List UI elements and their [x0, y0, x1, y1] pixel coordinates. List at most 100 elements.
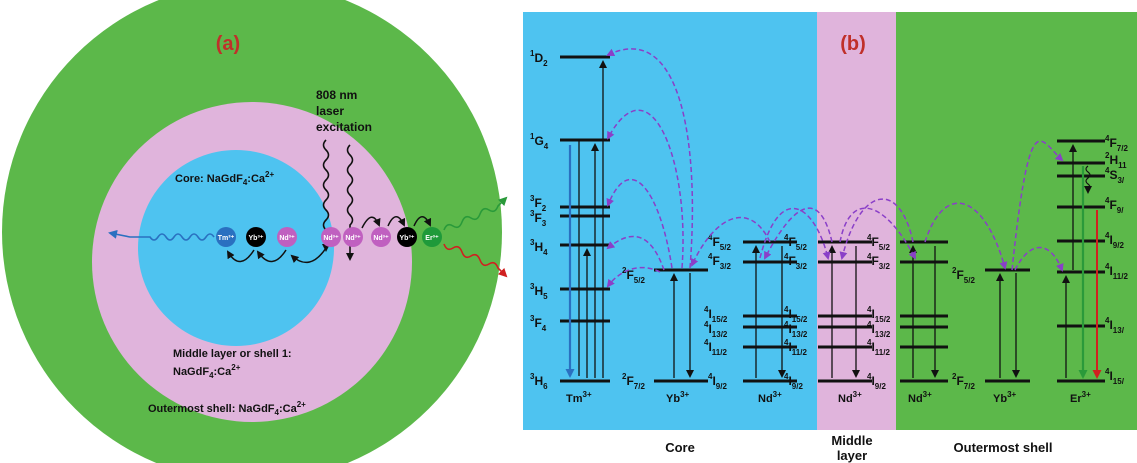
transfer-arrow-core-3	[226, 249, 255, 263]
svg-text:4I13/2: 4I13/2	[784, 320, 808, 339]
svg-text:4I15/2: 4I15/2	[704, 305, 728, 324]
outermost-shell-label: Outermost shell: NaGdF4:Ca2+	[148, 400, 306, 417]
middle-layer-formula: NaGdF4:Ca2+	[173, 363, 241, 380]
middle-caption-line1: Middle	[831, 433, 872, 448]
ion-nd-outer: Nd³⁺	[371, 227, 391, 247]
tm-blue-emission	[108, 229, 215, 241]
laser-label-line1: 808 nm	[316, 88, 357, 102]
tm-level-labels: 1D2 1G4 3F2 3F3 3H4 3H5 3F4 3H6	[530, 49, 549, 391]
et-yb-outer-to-er-4f72	[1011, 140, 1064, 271]
yb-core-ion-label: Yb3+	[666, 390, 690, 405]
svg-text:4F9/: 4F9/	[1105, 196, 1124, 215]
svg-text:4I13/2: 4I13/2	[704, 320, 728, 339]
svg-text:Er³⁺: Er³⁺	[425, 235, 439, 242]
core-region	[523, 12, 817, 430]
ion-yb-core: Yb³⁺	[246, 227, 266, 247]
core-circle	[138, 150, 334, 346]
panel-b: (b) Core Middle layer Outermost shell 1D…	[523, 12, 1137, 463]
svg-text:Nd³⁺: Nd³⁺	[345, 235, 361, 242]
svg-text:Nd³⁺: Nd³⁺	[279, 235, 295, 242]
nd-core-level-labels-left: 4F5/2 4F3/2 4I15/2 4I13/2 4I11/2 4I9/2	[704, 233, 731, 391]
tm-level-3f3: 3F3	[530, 209, 547, 228]
et-yb-to-tm-1g4	[607, 109, 684, 269]
ion-er: Er³⁺	[422, 227, 442, 247]
svg-text:Tm³⁺: Tm³⁺	[218, 235, 235, 242]
panel-b-label: (b)	[840, 33, 866, 55]
nd-core-ion-label: Nd3+	[758, 390, 782, 405]
svg-text:4I13/: 4I13/	[1105, 316, 1125, 335]
et-nd-middle-to-nd-core	[764, 207, 833, 260]
et-nd-outer-to-nd-middle	[839, 198, 914, 260]
svg-text:4I11/2: 4I11/2	[1105, 262, 1128, 281]
svg-text:4F5/2: 4F5/2	[708, 233, 731, 252]
transfer-arrow-core-2	[256, 249, 287, 263]
svg-text:Nd³⁺: Nd³⁺	[323, 235, 339, 242]
tm-level-1d2: 1D2	[530, 49, 548, 68]
tm-level-3h4: 3H4	[530, 238, 548, 257]
tm-transitions	[578, 60, 607, 378]
et-yb-to-tm-3h4	[606, 235, 665, 271]
ion-nd-core: Nd³⁺	[277, 227, 297, 247]
er-nonradiative-relax	[1084, 165, 1092, 194]
ion-nd-middle-2: Nd³⁺	[343, 227, 363, 247]
nd-outer-ion-label: Nd3+	[908, 390, 932, 405]
nd-middle-level-labels-right: 4F5/2 4F3/2 4I15/2 4I13/2 4I11/2 4I9/2	[867, 233, 891, 391]
tm-level-1g4: 1G4	[530, 132, 549, 151]
transfer-arrow-outer-3	[413, 216, 432, 227]
et-yb-to-tm-1d2	[606, 48, 694, 269]
svg-text:4I15/: 4I15/	[1105, 367, 1125, 386]
svg-text:4I9/2: 4I9/2	[708, 372, 727, 391]
nd-middle-levels	[818, 240, 872, 383]
laser-wave-2	[346, 144, 354, 261]
svg-text:4I9/2: 4I9/2	[784, 372, 803, 391]
svg-text:4I15/2: 4I15/2	[867, 305, 891, 324]
yb-outer-level-2f72: 2F7/2	[952, 372, 975, 391]
svg-text:4I11/2: 4I11/2	[867, 338, 890, 357]
ion-nd-middle-1: Nd³⁺	[321, 227, 341, 247]
ion-tm: Tm³⁺	[216, 227, 236, 247]
et-yb-outer-to-er-4i112	[1014, 246, 1064, 272]
svg-text:4F3/2: 4F3/2	[867, 252, 890, 271]
svg-text:4I13/2: 4I13/2	[867, 320, 891, 339]
panel-a-label: (a)	[216, 33, 240, 55]
core-label: Core: NaGdF4:Ca2+	[175, 170, 274, 187]
et-nd-core-to-nd-middle	[759, 207, 831, 260]
er-green-emission	[443, 196, 508, 231]
yb-outer-ion-label: Yb3+	[993, 390, 1017, 405]
svg-text:4I15/2: 4I15/2	[784, 305, 808, 324]
svg-text:4F3/2: 4F3/2	[784, 252, 807, 271]
middle-layer-label: Middle layer or shell 1:	[173, 348, 292, 360]
tm-level-3f2: 3F2	[530, 194, 547, 213]
svg-text:2H11: 2H11	[1105, 151, 1127, 170]
tm-levels	[560, 55, 610, 383]
energy-transfer-arrows	[606, 48, 1064, 288]
et-yb-to-tm-3f2	[606, 179, 673, 269]
laser-label-line2: laser	[316, 104, 344, 118]
et-nd-core-to-yb	[690, 216, 771, 267]
ion-yb-outer: Yb³⁺	[397, 227, 417, 247]
yb-core-level-2f52: 2F5/2	[622, 266, 645, 285]
svg-text:4S3/: 4S3/	[1105, 166, 1125, 185]
tm-level-3h6: 3H6	[530, 372, 548, 391]
yb-outer-levels	[985, 268, 1030, 383]
svg-text:Yb³⁺: Yb³⁺	[249, 235, 264, 242]
middle-caption-line2: layer	[837, 448, 867, 463]
svg-text:4F5/2: 4F5/2	[867, 233, 890, 252]
svg-text:4F3/2: 4F3/2	[708, 252, 731, 271]
svg-text:Yb³⁺: Yb³⁺	[400, 235, 415, 242]
er-red-emission	[443, 243, 508, 278]
er-ion-label: Er3+	[1070, 390, 1091, 405]
nd-middle-ion-label: Nd3+	[838, 390, 862, 405]
et-nd-outer-to-yb-outer	[924, 202, 1008, 270]
tm-ion-label: Tm3+	[566, 390, 592, 405]
et-nd-middle-to-nd-outer	[839, 207, 916, 260]
transfer-arrow-outer-2	[387, 216, 406, 227]
nd-middle-level-labels-left: 4F5/2 4F3/2 4I15/2 4I13/2 4I11/2 4I9/2	[784, 233, 808, 391]
svg-text:4I11/2: 4I11/2	[704, 338, 727, 357]
tm-level-3f4: 3F4	[530, 314, 547, 333]
yb-core-level-2f72: 2F7/2	[622, 372, 645, 391]
panel-a: (a) Core: NaGdF4:Ca2+ Middle layer or sh…	[2, 0, 508, 463]
transfer-arrow-outer-1	[361, 216, 381, 229]
svg-text:Nd³⁺: Nd³⁺	[373, 235, 389, 242]
